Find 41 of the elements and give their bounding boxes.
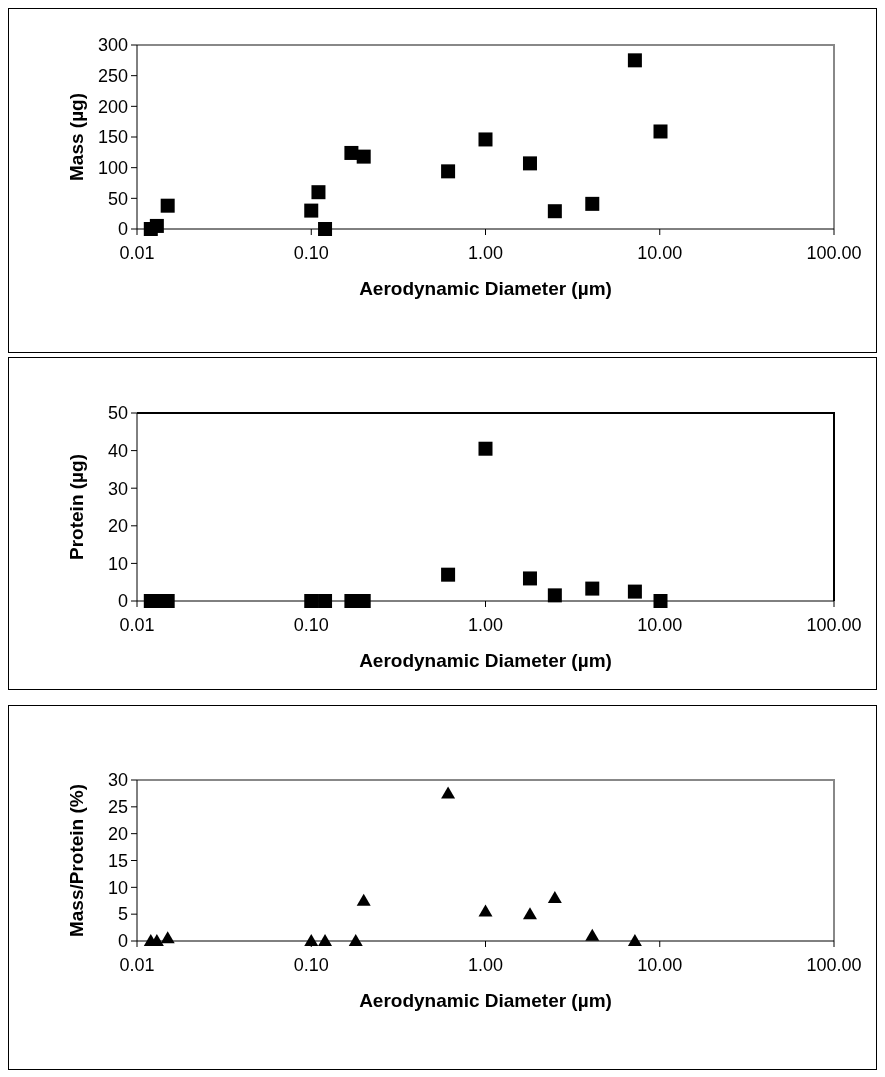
- y-tick-label: 50: [107, 403, 128, 424]
- y-tick-label: 50: [107, 188, 128, 209]
- x-tick-label: 0.01: [119, 243, 155, 263]
- y-tick-label: 10: [107, 553, 128, 574]
- x-tick-label: 0.01: [119, 615, 155, 635]
- y-tick-label: 100: [97, 157, 128, 178]
- x-axis-title: Aerodynamic Diameter (µm): [359, 650, 612, 671]
- y-tick-label: 20: [107, 516, 128, 537]
- x-axis-title: Aerodynamic Diameter (µm): [359, 278, 612, 299]
- x-tick-label: 1.00: [467, 615, 504, 635]
- y-tick-label: 0: [117, 931, 128, 952]
- x-tick-label: 10.00: [637, 955, 683, 975]
- y-axis-title: Protein (µg): [66, 454, 87, 560]
- y-tick-label: 10: [107, 877, 128, 898]
- x-tick-label: 0.10: [293, 615, 329, 635]
- y-tick-label: 300: [97, 35, 128, 56]
- y-tick-label: 5: [117, 904, 128, 925]
- y-tick-label: 30: [107, 478, 128, 499]
- y-tick-label: 0: [117, 591, 128, 612]
- y-tick-label: 25: [107, 797, 128, 818]
- y-tick-label: 0: [117, 219, 128, 240]
- y-tick-label: 40: [107, 440, 128, 461]
- x-tick-label: 1.00: [467, 955, 504, 975]
- x-tick-label: 10.00: [637, 243, 683, 263]
- x-tick-label: 100.00: [806, 243, 862, 263]
- x-tick-label: 0.10: [293, 243, 329, 263]
- x-axis-title: Aerodynamic Diameter (µm): [359, 990, 612, 1011]
- y-tick-label: 150: [97, 127, 128, 148]
- y-axis-title: Mass (µg): [66, 92, 87, 182]
- y-tick-label: 15: [107, 850, 128, 871]
- x-tick-label: 1.00: [467, 243, 504, 263]
- x-tick-label: 0.01: [119, 955, 155, 975]
- x-tick-label: 100.00: [806, 615, 862, 635]
- x-tick-label: 0.10: [293, 955, 329, 975]
- y-axis-title: Mass/Protein (%): [66, 783, 87, 938]
- x-tick-label: 100.00: [806, 955, 862, 975]
- x-tick-label: 10.00: [637, 615, 683, 635]
- y-tick-label: 250: [97, 65, 128, 86]
- y-tick-label: 30: [107, 770, 128, 791]
- y-tick-label: 200: [97, 96, 128, 117]
- y-tick-label: 20: [107, 823, 128, 844]
